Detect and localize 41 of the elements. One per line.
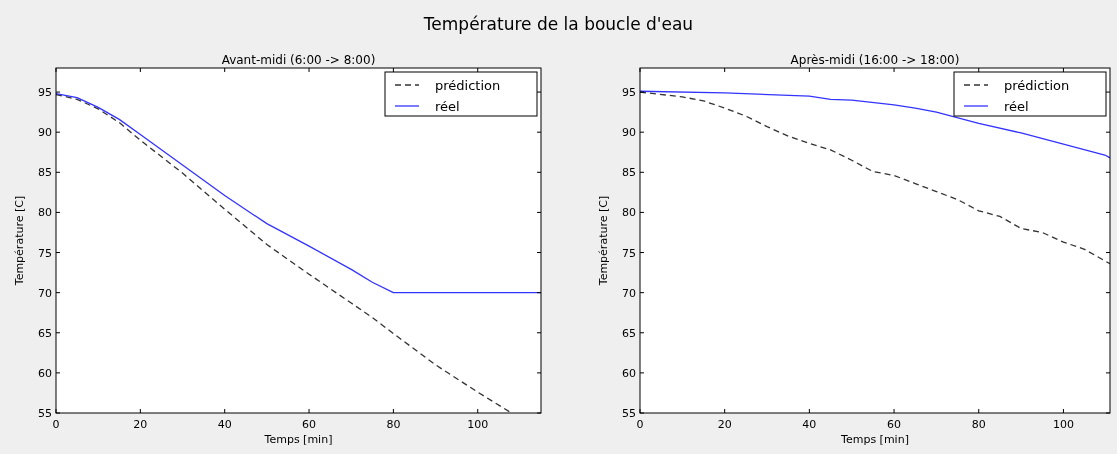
legend-label: prédiction [435, 78, 501, 93]
y-axis-title: Température [C] [13, 195, 26, 287]
chart-title: Avant-midi (6:00 -> 8:00) [221, 53, 376, 67]
y-tick-label: 65 [38, 326, 52, 340]
legend-label: réel [435, 99, 460, 114]
y-tick-label: 55 [622, 407, 636, 420]
y-tick-label: 70 [38, 286, 52, 300]
x-axis-title: Temps [min] [263, 433, 333, 446]
legend-label: réel [1004, 99, 1029, 114]
chart-title: Après-midi (16:00 -> 18:00) [790, 53, 960, 67]
y-tick-label: 95 [38, 86, 52, 100]
y-tick-label: 75 [622, 246, 636, 260]
text: Température de la boucle d'eau [422, 14, 694, 34]
x-tick-label: 20 [133, 418, 148, 431]
x-tick-label: 60 [302, 418, 317, 431]
x-axis-title: Temps [min] [840, 433, 909, 446]
y-tick-label: 90 [38, 126, 52, 140]
y-axis-title: Température [C] [597, 195, 610, 287]
x-tick-label: 20 [717, 418, 732, 431]
legend-label: prédiction [1004, 78, 1070, 93]
y-tick-label: 95 [622, 86, 636, 100]
x-tick-label: 0 [636, 418, 644, 431]
y-tick-label: 70 [622, 286, 636, 300]
x-tick-label: 100 [1052, 418, 1074, 431]
y-tick-label: 55 [38, 407, 52, 420]
y-tick-label: 65 [622, 326, 636, 340]
y-tick-label: 85 [622, 166, 636, 180]
x-tick-label: 0 [52, 418, 60, 431]
x-tick-label: 100 [467, 418, 489, 431]
y-tick-label: 60 [622, 366, 636, 380]
y-tick-label: 80 [38, 206, 52, 220]
y-tick-label: 75 [38, 246, 52, 260]
x-tick-label: 60 [887, 418, 902, 431]
x-tick-label: 40 [802, 418, 817, 431]
y-tick-label: 60 [38, 366, 52, 380]
y-tick-label: 90 [622, 126, 636, 140]
y-tick-label: 85 [38, 166, 52, 180]
x-tick-label: 80 [971, 418, 986, 431]
y-tick-label: 80 [622, 206, 636, 220]
x-tick-label: 80 [386, 418, 401, 431]
x-tick-label: 40 [217, 418, 232, 431]
